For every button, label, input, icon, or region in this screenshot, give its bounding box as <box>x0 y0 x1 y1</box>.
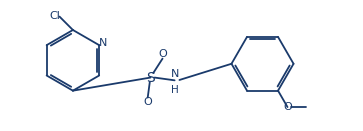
Text: S: S <box>146 71 155 85</box>
Text: O: O <box>284 102 293 112</box>
Text: Cl: Cl <box>49 11 60 21</box>
Text: O: O <box>159 49 167 59</box>
Text: H: H <box>171 86 179 95</box>
Text: N: N <box>171 69 179 79</box>
Text: N: N <box>98 38 107 48</box>
Text: O: O <box>143 97 152 107</box>
